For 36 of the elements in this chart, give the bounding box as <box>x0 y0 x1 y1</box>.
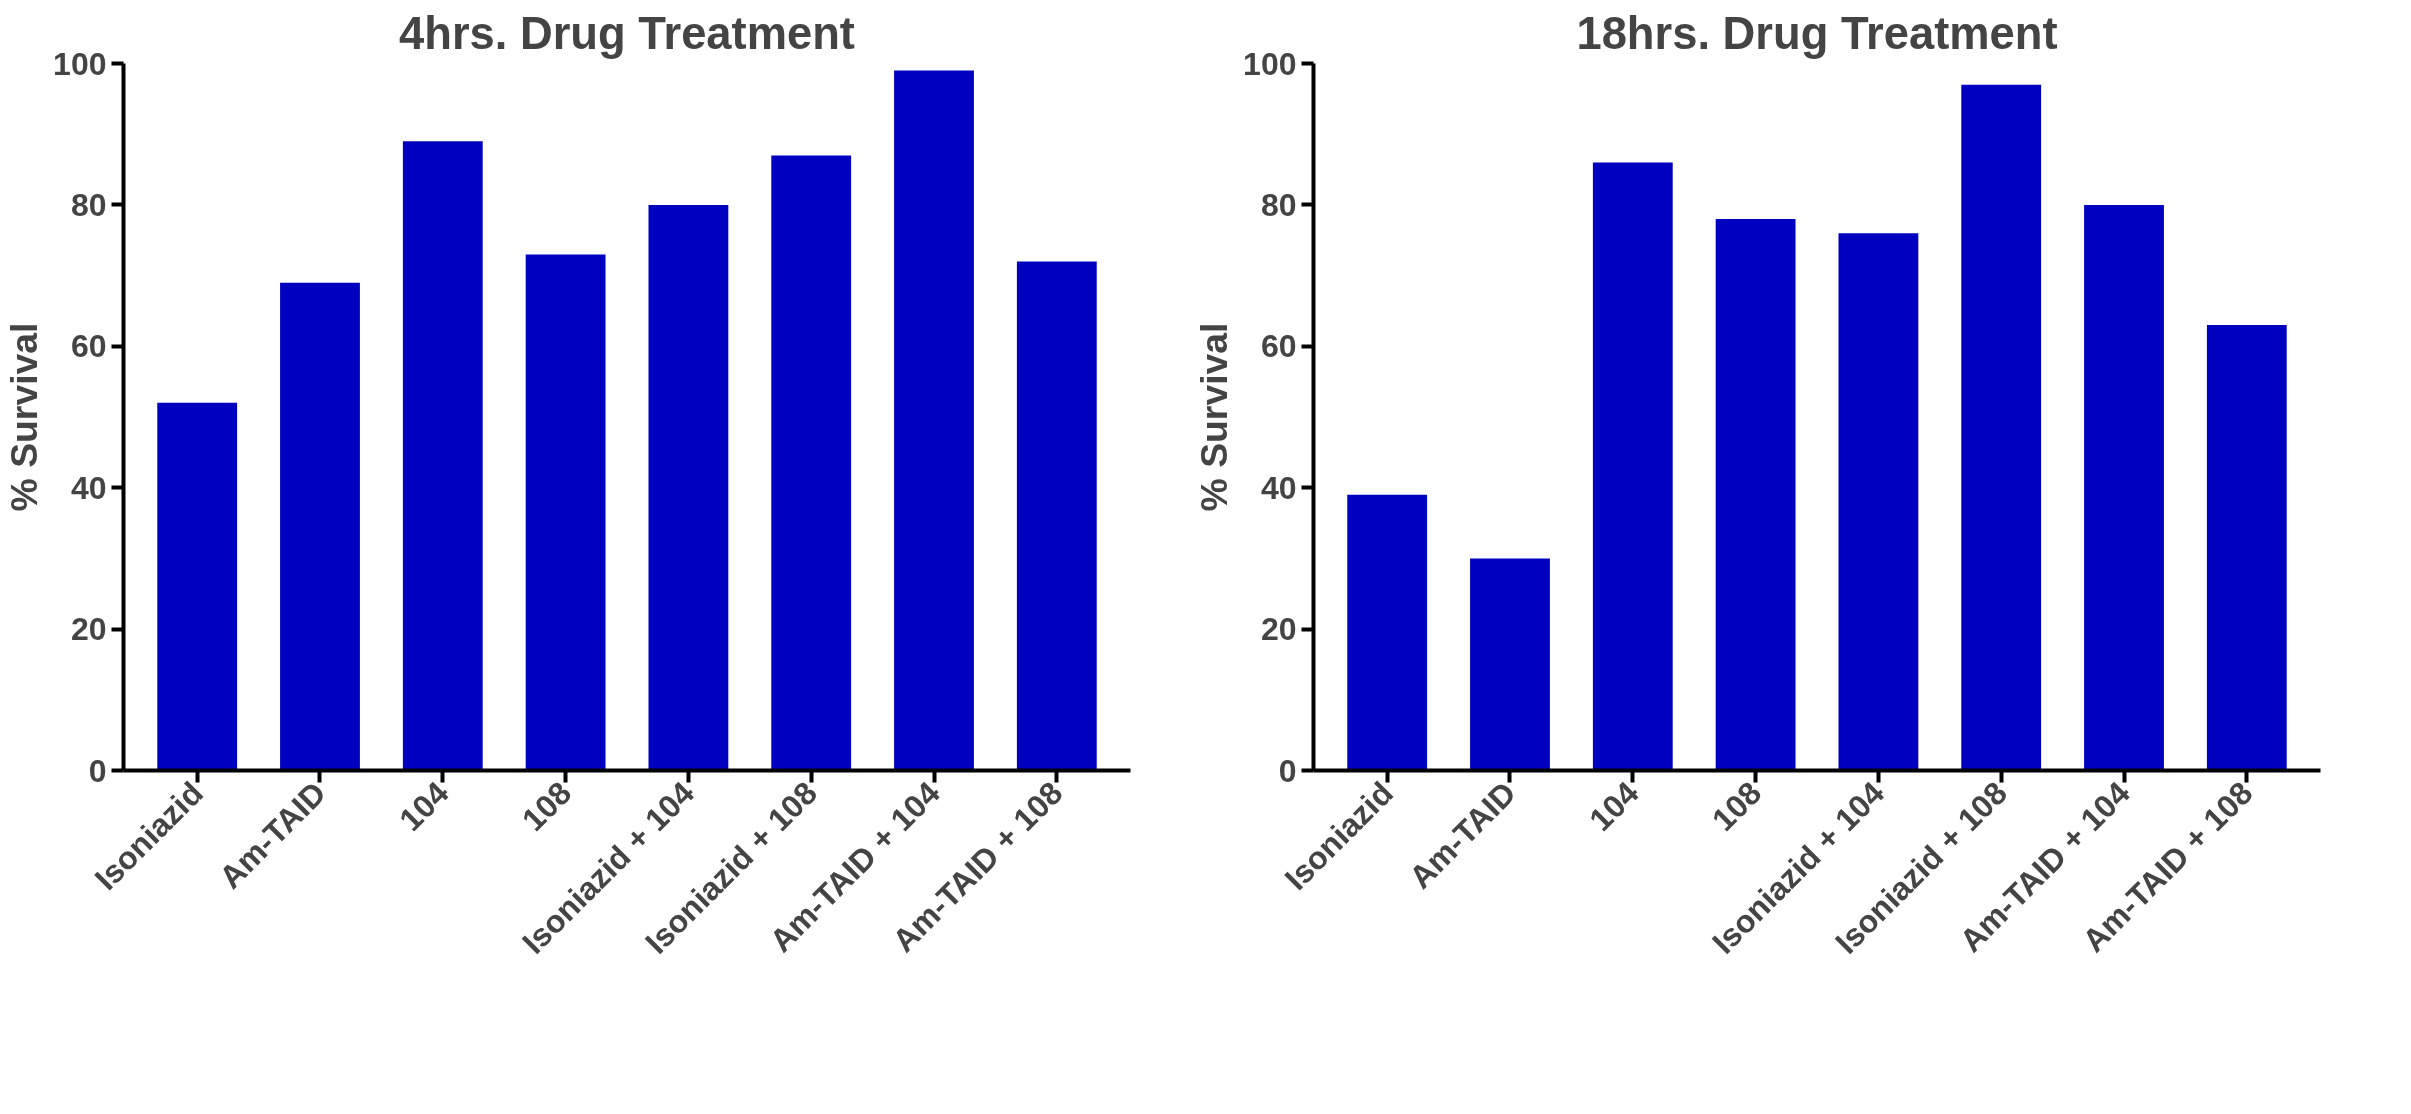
x-tick-label: 104 <box>392 774 456 838</box>
bar <box>1961 84 2042 771</box>
bar <box>1838 233 1919 771</box>
y-tick-label: 40 <box>1260 469 1297 506</box>
y-tick-label: 0 <box>88 752 107 789</box>
bar <box>525 254 606 771</box>
y-tick-label: 60 <box>70 328 107 365</box>
bar <box>1592 162 1673 771</box>
chart-title: 4hrs. Drug Treatment <box>399 7 855 59</box>
y-tick-label: 100 <box>1243 45 1297 82</box>
y-tick-label: 20 <box>70 611 107 648</box>
y-tick-label: 80 <box>1260 186 1297 223</box>
bar <box>1016 261 1097 771</box>
x-tick-label: 108 <box>1705 774 1769 838</box>
bar <box>2084 204 2164 771</box>
y-tick-label: 60 <box>1260 328 1297 365</box>
x-tick-label: 108 <box>515 774 579 838</box>
x-tick-label: 104 <box>1582 774 1646 838</box>
y-axis-title: % Survival <box>3 322 46 512</box>
bar <box>648 204 729 771</box>
bar <box>771 155 852 771</box>
bar <box>894 70 974 771</box>
y-tick-label: 80 <box>70 186 107 223</box>
y-tick-label: 0 <box>1278 752 1297 789</box>
bar <box>157 402 238 771</box>
y-tick-label: 20 <box>1260 611 1297 648</box>
y-tick-label: 40 <box>70 469 107 506</box>
y-tick-label: 100 <box>53 45 107 82</box>
bar <box>1715 219 1796 771</box>
bar <box>402 141 483 771</box>
bar <box>2206 325 2287 771</box>
bar <box>280 282 360 771</box>
bar <box>1470 558 1550 771</box>
chart-title: 18hrs. Drug Treatment <box>1576 7 2058 59</box>
bar <box>1347 494 1428 771</box>
y-axis-title: % Survival <box>1193 322 1236 512</box>
